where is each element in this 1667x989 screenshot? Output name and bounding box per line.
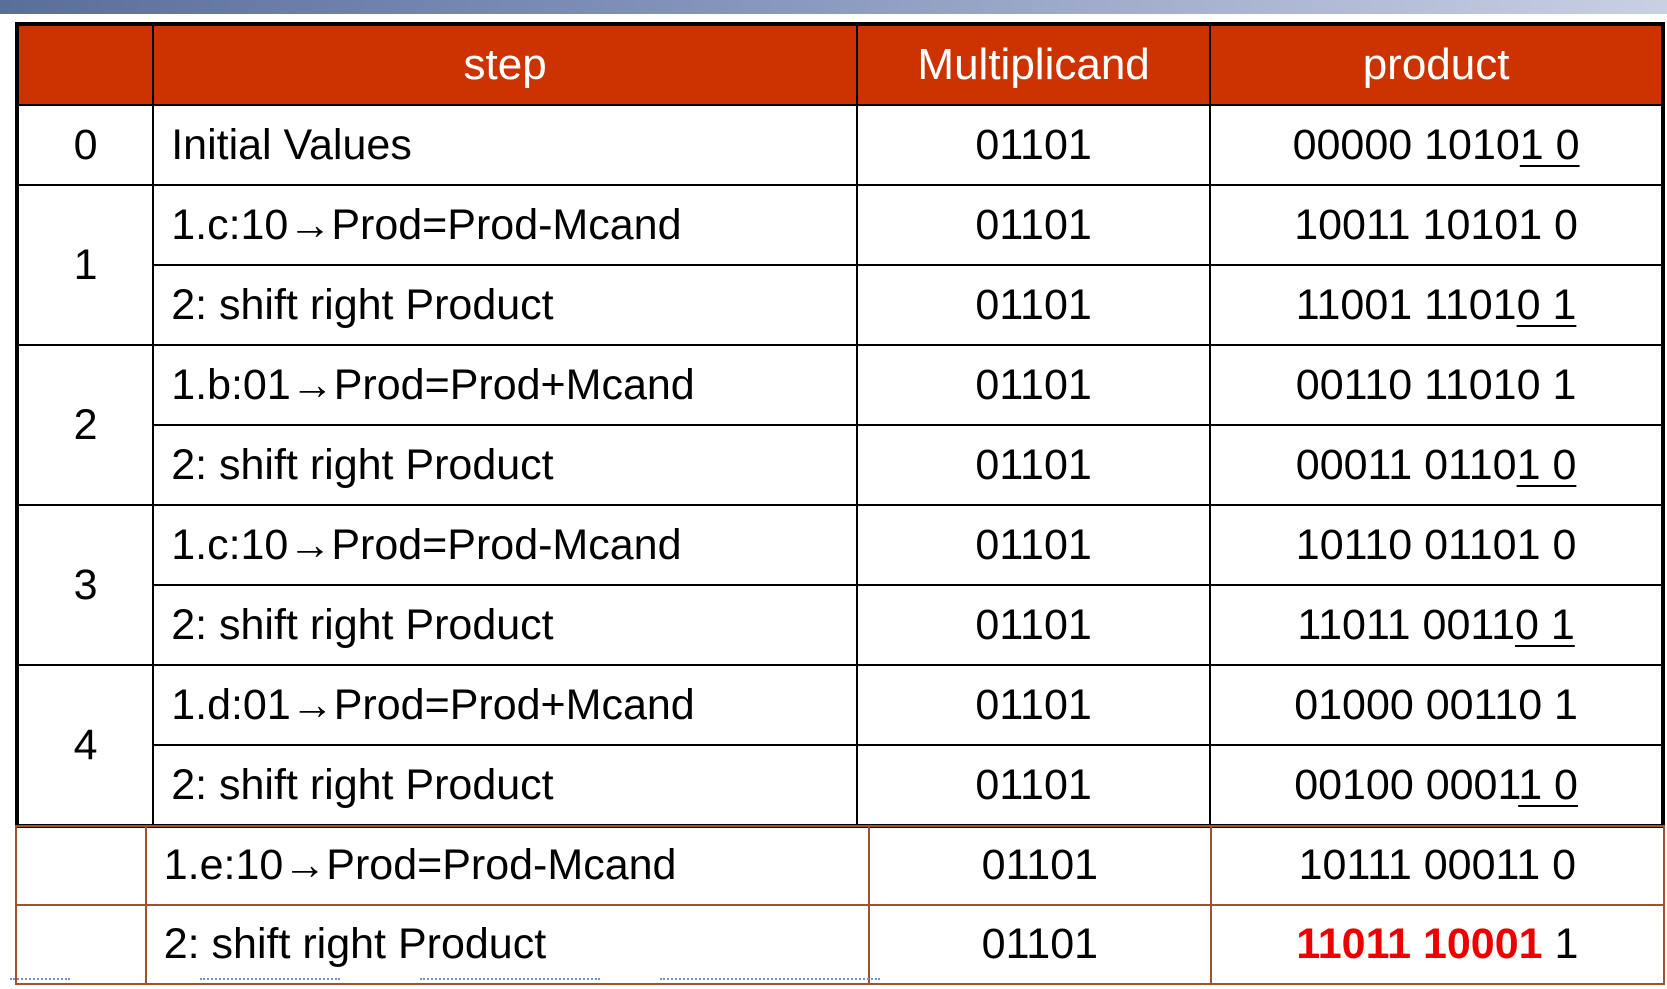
multiplicand-value: 01101 bbox=[856, 504, 1212, 586]
product-value: 11011 10001 1 bbox=[1209, 904, 1666, 985]
product-bits: 00110 11010 1 bbox=[1295, 360, 1577, 409]
product-bits: 00000 1010 bbox=[1292, 120, 1520, 169]
step-number bbox=[15, 825, 147, 906]
table-row: 2: shift right Product 01101 11001 11010… bbox=[17, 264, 1664, 346]
decorative-dotted-line bbox=[10, 978, 70, 986]
header-product: product bbox=[1209, 23, 1664, 106]
extension-table: 1.e:10→Prod=Prod-Mcand 01101 10111 00011… bbox=[15, 825, 1666, 985]
product-value: 10011 10101 0 bbox=[1209, 184, 1664, 266]
decorative-dotted-line bbox=[660, 978, 880, 986]
step-description: Initial Values bbox=[152, 104, 859, 186]
product-value: 11011 00110 1 bbox=[1209, 584, 1664, 666]
product-underlined-bits: 1 0 bbox=[1518, 760, 1578, 809]
table-row: 3 1.c:10→Prod=Prod-Mcand 01101 10110 011… bbox=[15, 504, 1664, 666]
product-trailing-bit: 1 bbox=[1542, 920, 1579, 968]
product-value: 00011 01101 0 bbox=[1209, 424, 1664, 506]
product-value: 11001 11010 1 bbox=[1209, 264, 1664, 346]
product-underlined-bits: 1 0 bbox=[1519, 120, 1580, 169]
step-description: 2: shift right Product bbox=[144, 904, 871, 985]
product-underlined-bits: 0 1 bbox=[1515, 600, 1575, 649]
table-row: 1.e:10→Prod=Prod-Mcand 01101 10111 00011… bbox=[15, 825, 1666, 906]
product-bits: 10110 01101 0 bbox=[1295, 520, 1577, 569]
multiplicand-value: 01101 bbox=[856, 744, 1212, 827]
table-row: 2 1.b:01→Prod=Prod+Mcand 01101 00110 110… bbox=[15, 344, 1664, 506]
header-step: step bbox=[152, 23, 859, 106]
multiplicand-value: 01101 bbox=[868, 904, 1212, 985]
step-number: 2 bbox=[15, 344, 155, 506]
step-description: 1.c:10→Prod=Prod-Mcand bbox=[152, 184, 859, 266]
step-description: 1.c:10→Prod=Prod-Mcand bbox=[152, 504, 859, 586]
decorative-dotted-line bbox=[200, 978, 340, 986]
step-description: 2: shift right Product bbox=[152, 264, 859, 346]
product-bits: 11001 1101 bbox=[1295, 280, 1517, 329]
product-bits: 11011 0011 bbox=[1297, 600, 1515, 649]
step-number bbox=[15, 904, 147, 985]
top-title-bar bbox=[0, 0, 1667, 14]
product-value: 10110 01101 0 bbox=[1209, 504, 1664, 586]
step-description: 2: shift right Product bbox=[152, 424, 859, 506]
step-description: 1.d:01→Prod=Prod+Mcand bbox=[152, 664, 859, 746]
product-value: 00000 10101 0 bbox=[1209, 104, 1664, 186]
product-bits: 00011 0110 bbox=[1295, 440, 1517, 489]
step-description: 2: shift right Product bbox=[152, 584, 859, 666]
multiplicand-value: 01101 bbox=[856, 664, 1212, 746]
product-bits: 01000 00110 1 bbox=[1294, 680, 1578, 729]
product-value: 10111 00011 0 bbox=[1209, 825, 1666, 906]
table-row: 1 1.c:10→Prod=Prod-Mcand 01101 10011 101… bbox=[15, 184, 1664, 346]
table-row: 0 Initial Values 01101 00000 10101 0 bbox=[15, 104, 1664, 186]
final-product-highlight: 11011 10001 bbox=[1296, 920, 1543, 968]
table-row: 2: shift right Product 01101 00100 00011… bbox=[17, 744, 1664, 827]
step-description: 2: shift right Product bbox=[152, 744, 859, 827]
table-header-row: step Multiplicand product bbox=[15, 23, 1664, 106]
product-underlined-bits: 1 0 bbox=[1516, 440, 1577, 489]
multiplicand-value: 01101 bbox=[868, 825, 1212, 906]
multiplicand-value: 01101 bbox=[856, 184, 1212, 266]
multiplicand-value: 01101 bbox=[856, 344, 1212, 426]
step-number: 3 bbox=[15, 504, 155, 666]
product-value: 01000 00110 1 bbox=[1209, 664, 1664, 746]
step-description: 1.e:10→Prod=Prod-Mcand bbox=[144, 825, 871, 906]
step-description: 1.b:01→Prod=Prod+Mcand bbox=[152, 344, 859, 426]
product-bits: 10011 10101 0 bbox=[1294, 200, 1578, 249]
table-row: 4 1.d:01→Prod=Prod+Mcand 01101 01000 001… bbox=[15, 664, 1664, 827]
step-number: 4 bbox=[15, 664, 155, 827]
table-row: 2: shift right Product 01101 11011 10001… bbox=[15, 904, 1666, 985]
product-value: 00100 00011 0 bbox=[1209, 744, 1664, 827]
multiplicand-value: 01101 bbox=[856, 104, 1212, 186]
product-bits: 00100 0001 bbox=[1294, 760, 1519, 809]
table-row: 2: shift right Product 01101 11011 00110… bbox=[17, 584, 1664, 666]
step-number: 1 bbox=[15, 184, 155, 346]
multiplicand-value: 01101 bbox=[856, 584, 1212, 666]
header-step-number bbox=[15, 23, 155, 106]
table-row: 2: shift right Product 01101 00011 01101… bbox=[17, 424, 1664, 506]
product-underlined-bits: 0 1 bbox=[1516, 280, 1577, 329]
decorative-dotted-line bbox=[420, 978, 600, 986]
multiplicand-value: 01101 bbox=[856, 264, 1212, 346]
header-multiplicand: Multiplicand bbox=[856, 23, 1212, 106]
booth-multiplication-table: step Multiplicand product 0 Initial Valu… bbox=[15, 22, 1665, 828]
product-value: 00110 11010 1 bbox=[1209, 344, 1664, 426]
step-number: 0 bbox=[15, 104, 155, 186]
multiplicand-value: 01101 bbox=[856, 424, 1212, 506]
